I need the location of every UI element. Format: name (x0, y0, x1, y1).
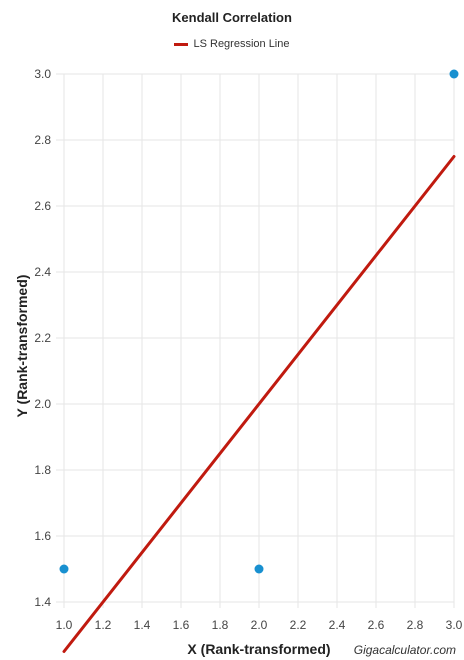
chart-title: Kendall Correlation (172, 10, 292, 25)
x-tick-label: 2.0 (251, 618, 268, 632)
regression-line (62, 155, 456, 653)
data-marks (59, 69, 459, 653)
x-axis-label: X (Rank-transformed) (187, 641, 331, 657)
legend-swatch-regression-line (174, 42, 189, 46)
tick-labels: 1.0 1.2 1.4 1.6 1.8 2.0 2.2 2.4 2.6 2.8 3.0 1.4 1.6 1… (34, 67, 462, 632)
y-tick-label: 2.2 (34, 331, 51, 345)
y-axis-label: Y (Rank-transformed) (14, 274, 30, 418)
y-tick-label: 2.0 (34, 397, 51, 411)
x-tick-label: 3.0 (446, 618, 463, 632)
scatter-point[interactable] (449, 69, 459, 79)
scatter-point[interactable] (254, 564, 264, 574)
y-tick-label: 3.0 (34, 67, 51, 81)
x-tick-label: 1.6 (173, 618, 190, 632)
y-tick-label: 2.8 (34, 133, 51, 147)
x-tick-label: 2.4 (329, 618, 346, 632)
legend[interactable]: LS Regression Line (0, 38, 464, 50)
y-tick-label: 2.6 (34, 199, 51, 213)
y-tick-label: 1.6 (34, 529, 51, 543)
y-tick-label: 1.8 (34, 463, 51, 477)
x-tick-label: 2.2 (290, 618, 307, 632)
y-tick-label: 2.4 (34, 265, 51, 279)
legend-label-regression-line: LS Regression Line (193, 38, 290, 50)
x-tick-label: 1.8 (212, 618, 229, 632)
x-tick-label: 1.0 (56, 618, 73, 632)
grid-lines (56, 73, 455, 608)
x-tick-label: 2.8 (407, 618, 424, 632)
credit-text: Gigacalculator.com (353, 643, 456, 657)
scatter-point[interactable] (59, 564, 69, 574)
x-tick-label: 1.4 (134, 618, 151, 632)
x-tick-label: 1.2 (95, 618, 112, 632)
y-tick-label: 1.4 (34, 595, 51, 609)
x-tick-label: 2.6 (368, 618, 385, 632)
